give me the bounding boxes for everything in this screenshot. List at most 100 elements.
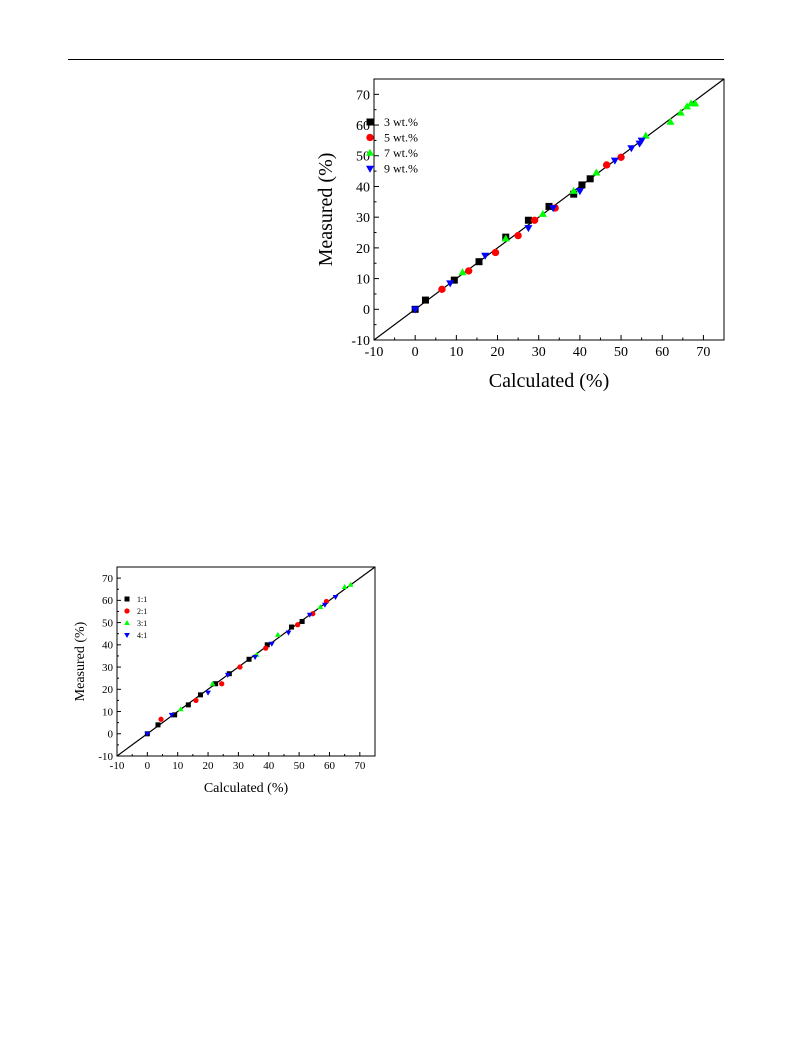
data-point [219, 681, 225, 687]
y-tick-label: -10 [351, 334, 370, 349]
data-point [549, 205, 558, 213]
legend-marker [365, 148, 375, 156]
x-tick-label: 0 [145, 760, 151, 772]
y-tick-label: 30 [356, 211, 370, 226]
data-point [185, 702, 191, 708]
x-tick-label: 30 [532, 345, 546, 360]
data-point [610, 157, 619, 165]
data-point [306, 612, 313, 618]
chart-bottom-svg: -10 0 10 20 30 40 50 60 70 -10 0 10 20 30 40 50 60 70 1:1 2… [73, 566, 376, 796]
y-axis-title: Measured (%) [315, 153, 337, 267]
data-point [177, 706, 184, 712]
data-point [274, 631, 281, 637]
y-tick-label: 20 [102, 684, 114, 696]
x-tick-label: 50 [294, 760, 306, 772]
data-point [144, 731, 151, 737]
data-point [155, 722, 161, 728]
legend-marker [366, 133, 374, 142]
data-point [592, 168, 601, 176]
y-tick-label: 0 [108, 729, 114, 741]
legend-label: 3:1 [137, 619, 147, 628]
x-tick-label: -10 [365, 345, 384, 360]
data-point [545, 202, 553, 210]
data-point [586, 175, 594, 183]
page-header-rule [68, 59, 724, 60]
data-point [264, 642, 270, 648]
data-point [438, 285, 446, 294]
data-point [285, 630, 292, 636]
data-point [289, 624, 295, 630]
data-point [294, 622, 301, 628]
x-tick-label: 0 [412, 345, 419, 360]
x-tick-label: 10 [172, 760, 184, 772]
plot-frame [116, 566, 376, 757]
data-point [213, 681, 219, 687]
legend-label: 3 wt.% [384, 115, 418, 129]
y-tick-label: 10 [102, 706, 114, 718]
data-point [514, 231, 522, 240]
x-tick-label: 20 [203, 760, 215, 772]
data-point [268, 641, 275, 647]
data-point [481, 252, 490, 260]
legend-label: 2:1 [137, 607, 147, 616]
data-point [578, 181, 586, 189]
y-tick-label: 50 [356, 150, 370, 165]
legend-label: 7 wt.% [384, 146, 418, 160]
y-tick-label: 20 [356, 242, 370, 257]
y-tick-label: 30 [102, 662, 114, 674]
y-tick-label: 50 [102, 617, 114, 629]
x-tick-label: 20 [491, 345, 505, 360]
scatter-chart-ratio: -10 0 10 20 30 40 50 60 70 -10 0 10 20 30 40 50 60 70 1:1 2… [72, 562, 382, 798]
data-point [491, 248, 500, 257]
data-point [691, 99, 700, 107]
data-point [299, 618, 305, 624]
x-tick-label: 60 [655, 345, 669, 360]
data-point [205, 690, 211, 696]
legend-marker [124, 608, 130, 614]
series-2 [458, 99, 700, 276]
data-point [475, 258, 483, 266]
data-point [332, 595, 339, 601]
x-axis-title: Calculated (%) [489, 370, 610, 392]
y-tick-label: 40 [102, 640, 114, 652]
legend-marker [124, 620, 130, 625]
data-point [193, 697, 199, 704]
data-point [310, 611, 316, 617]
data-point [209, 680, 216, 686]
data-point [347, 581, 354, 587]
legend-marker [124, 596, 130, 602]
data-point [501, 234, 510, 242]
series-1 [158, 598, 330, 722]
x-tick-label: -10 [110, 760, 125, 772]
data-point [197, 692, 203, 698]
data-point [617, 153, 625, 161]
data-point [524, 225, 533, 233]
y-tick-label: 0 [363, 303, 370, 318]
data-point [323, 598, 330, 605]
x-tick-label: 30 [233, 760, 245, 772]
y-tick-label: 60 [102, 595, 114, 607]
legend-marker [365, 165, 375, 173]
data-point [450, 276, 458, 284]
data-point [317, 604, 324, 610]
data-point [263, 645, 269, 651]
y-tick-label: -10 [98, 751, 113, 763]
data-point [682, 102, 691, 110]
legend-label: 5 wt.% [384, 131, 418, 145]
y-tick-label: 40 [356, 180, 370, 195]
x-tick-label: 40 [573, 345, 587, 360]
data-point [158, 716, 164, 722]
data-point [411, 306, 420, 314]
data-point [237, 664, 243, 670]
data-point [224, 672, 231, 678]
x-tick-label: 70 [354, 760, 366, 772]
data-point [637, 137, 646, 145]
data-point [172, 712, 178, 718]
legend-marker [124, 633, 130, 638]
x-tick-label: 10 [449, 345, 463, 360]
legend-marker [366, 118, 374, 126]
data-point [676, 108, 685, 116]
x-tick-label: 50 [614, 345, 628, 360]
y-tick-label: 70 [102, 573, 114, 585]
data-point [458, 268, 467, 276]
